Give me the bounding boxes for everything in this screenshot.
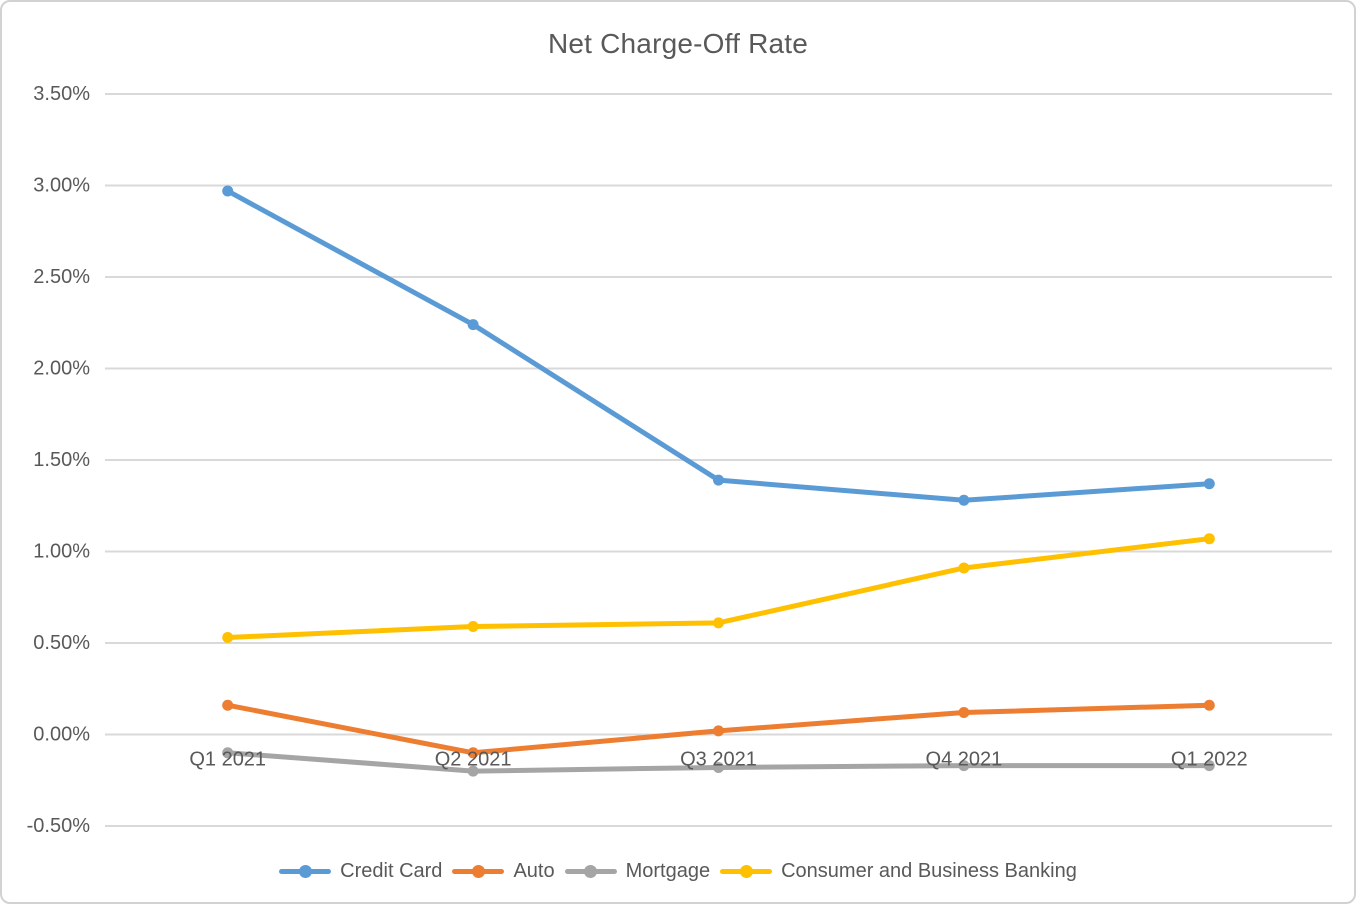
y-axis-tick-label: 2.00% [33,358,90,380]
y-axis-tick-label: 0.50% [33,632,90,654]
x-axis-tick-label: Q4 2021 [926,749,1003,771]
legend-label: Auto [513,859,555,882]
x-axis-tick-label: Q1 2022 [1171,749,1248,771]
data-point-consumer-and-business-banking-q1-2022 [1203,533,1215,545]
y-axis-tick-label: 3.50% [33,83,90,105]
y-axis-tick-label: 1.50% [33,449,90,471]
data-point-consumer-and-business-banking-q2-2021 [467,621,479,633]
data-point-credit-card-q1-2022 [1203,478,1215,490]
data-point-mortgage-q1-2022 [1203,760,1215,772]
legend-line-marker-icon [279,864,332,878]
y-axis-tick-label: -0.50% [27,815,91,837]
data-point-consumer-and-business-banking-q4-2021 [958,562,970,574]
y-axis-tick-label: 2.50% [33,266,90,288]
series-line-credit-card [225,188,1212,503]
y-axis-tick-label: 0.00% [33,724,90,746]
data-point-consumer-and-business-banking-q3-2021 [713,617,724,629]
y-axis-tick-label: 3.00% [33,175,90,197]
legend-label: Mortgage [625,859,711,882]
data-point-credit-card-q2-2021 [467,319,479,331]
legend-item-credit-card: Credit Card [279,860,442,883]
data-point-auto-q4-2021 [958,707,970,719]
legend-line-marker-icon [720,864,773,878]
legend-line-marker-icon [452,864,505,878]
data-point-auto-q1-2022 [1203,699,1215,711]
data-point-mortgage-q1-2021 [222,747,234,759]
legend-label: Consumer and Business Banking [781,859,1077,882]
data-point-auto-q2-2021 [467,747,479,759]
chart-title: Net Charge-Off Rate [547,28,809,59]
data-point-consumer-and-business-banking-q1-2021 [222,632,234,644]
legend-line-marker-icon [564,864,617,878]
chart-legend: Credit Card Auto Mortgage Consumer and Busi… [2,854,1354,888]
legend-item-auto: Auto [452,859,555,883]
data-point-mortgage-q2-2021 [467,765,479,777]
x-axis-tick-label: Q1 2021 [189,749,266,771]
x-axis-tick-label: Q3 2021 [680,749,757,771]
data-point-auto-q3-2021 [713,725,724,737]
data-point-credit-card-q1-2021 [222,185,234,197]
data-point-credit-card-q4-2021 [958,494,970,506]
data-point-mortgage-q4-2021 [958,760,970,772]
data-point-credit-card-q3-2021 [713,474,724,486]
x-axis-tick-label: Q2 2021 [435,749,512,771]
legend-label: Credit Card [340,859,443,882]
data-point-mortgage-q3-2021 [713,761,724,773]
y-axis-tick-label: 1.00% [33,541,90,563]
legend-item-consumer-and-business-banking: Consumer and Business Banking [720,860,1077,883]
data-point-auto-q1-2021 [222,699,234,711]
legend-item-mortgage: Mortgage [564,859,711,883]
